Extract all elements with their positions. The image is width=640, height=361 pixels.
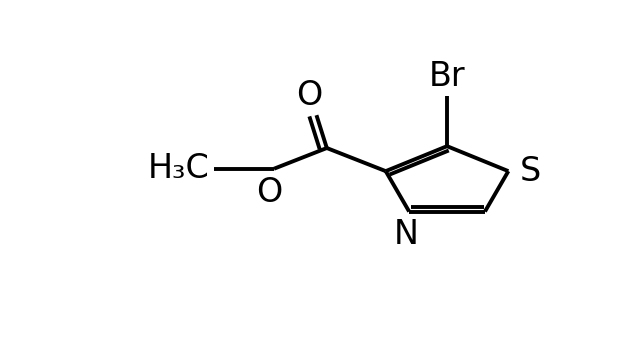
Text: O: O	[256, 176, 282, 209]
Text: O: O	[296, 79, 322, 112]
Text: H₃C: H₃C	[148, 152, 209, 185]
Text: S: S	[519, 155, 541, 188]
Text: Br: Br	[429, 60, 465, 93]
Text: N: N	[394, 218, 419, 252]
